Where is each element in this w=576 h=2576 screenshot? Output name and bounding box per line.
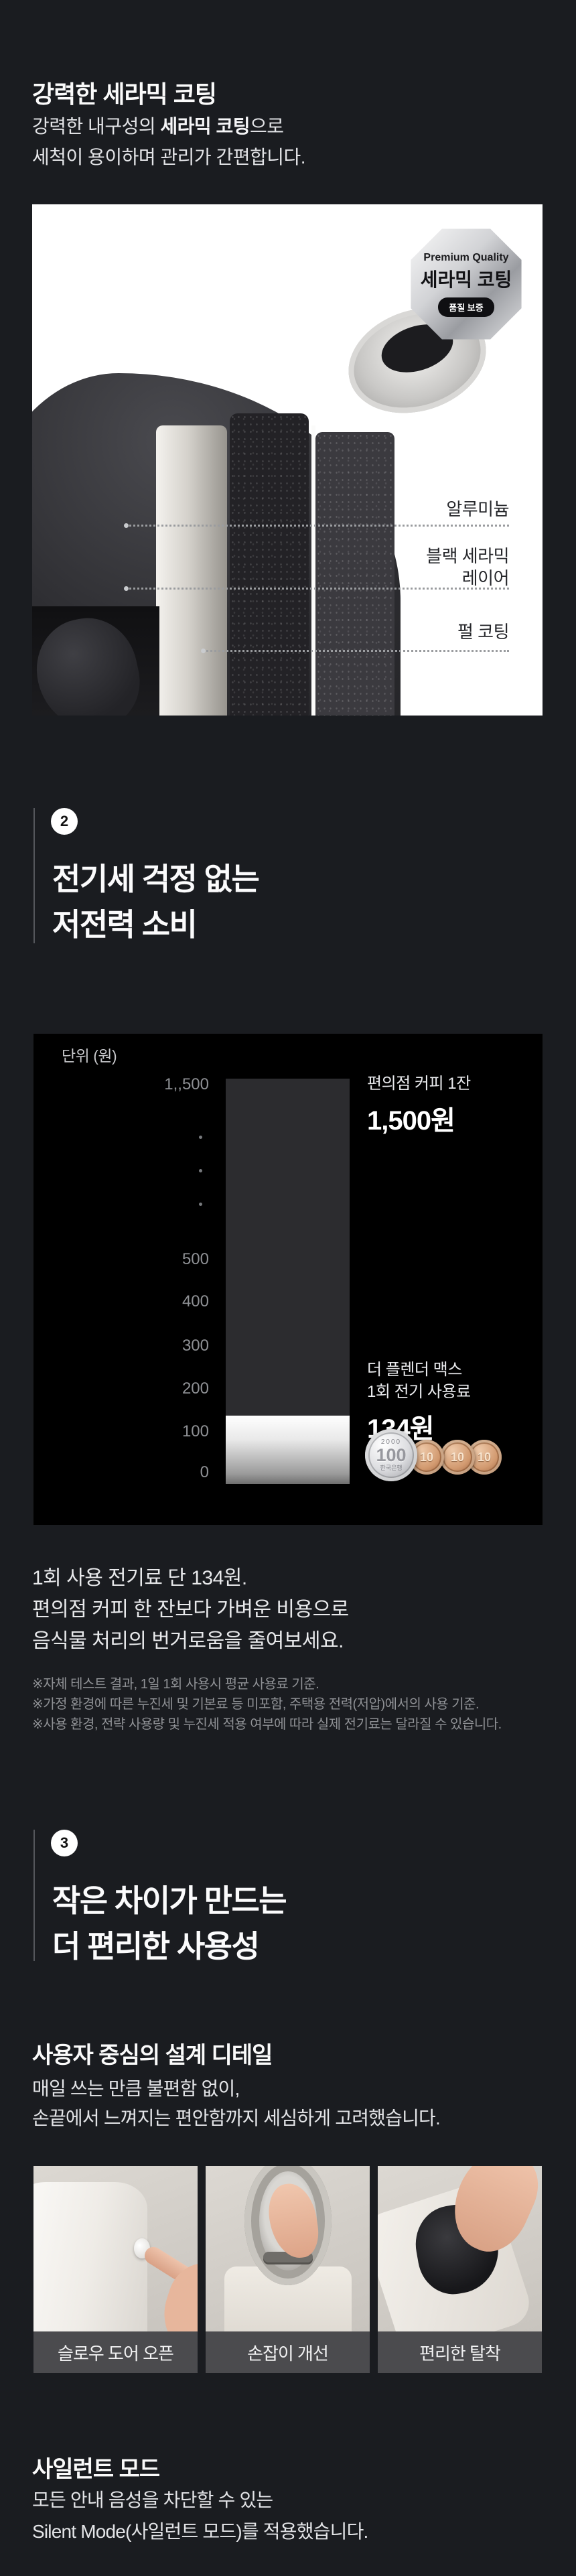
feature-tile: 손잡이 개선	[206, 2166, 370, 2373]
badge-top-label: Premium Quality	[423, 251, 509, 263]
aluminum-layer-shape	[156, 425, 227, 716]
coin-100-won: 2000 100 한국은행	[365, 1429, 417, 1481]
feature-tile-photo	[206, 2166, 370, 2331]
y-axis-tick: 100	[182, 1422, 209, 1440]
design-details-title: 사용자 중심의 설계 디테일	[32, 2043, 273, 2068]
footnote-line: ※자체 테스트 결과, 1일 1회 사용시 평균 사용료 기준.	[32, 1677, 319, 1692]
feature-tile-photo	[33, 2166, 198, 2331]
silent-mode-title: 사일런트 모드	[32, 2457, 160, 2482]
section2-number-badge: 2	[51, 808, 78, 835]
feature-tile-caption: 편리한 탈착	[378, 2331, 542, 2373]
section3-title-line2: 더 편리한 사용성	[52, 1929, 260, 1964]
chart-unit-label: 단위 (원)	[62, 1047, 117, 1065]
layer-label: 블랙 세라믹 레이어	[426, 545, 509, 590]
section3-title: 작은 차이가 만드는 더 편리한 사용성	[52, 1878, 287, 1969]
section2-title-line1: 전기세 걱정 없는	[52, 862, 260, 896]
layer-label: 펄 코팅	[457, 621, 509, 643]
appliance-body-shape	[33, 2182, 147, 2331]
coin-bottom-text: 한국은행	[380, 1464, 403, 1471]
badge-quality-pill: 품질 보증	[438, 297, 494, 317]
layer-label-line: 알루미늄	[446, 499, 509, 519]
leader-dot	[124, 586, 129, 591]
y-axis-tick: 300	[182, 1337, 209, 1355]
layer-label-line: 펄 코팅	[457, 622, 509, 642]
electricity-cost-segment	[226, 1416, 350, 1484]
coffee-price-annotation: 편의점 커피 1잔 1,500원	[367, 1073, 471, 1138]
footnote-line: ※가정 환경에 따른 누진세 및 기본료 등 미포함, 주택용 전력(저압)에서…	[32, 1697, 480, 1712]
leader-dot	[124, 523, 129, 528]
feature-tile: 슬로우 도어 오픈	[33, 2166, 198, 2373]
axis-break-dot	[199, 1136, 202, 1139]
layer-label-line: 블랙 세라믹	[426, 546, 509, 566]
layer-leader-line	[124, 523, 509, 528]
leader-dot	[201, 649, 206, 653]
y-axis-tick: 400	[182, 1292, 209, 1310]
coin-year-text: 2000	[380, 1438, 402, 1446]
axis-break-dot	[199, 1169, 202, 1172]
electricity-annotation-label: 더 플렌더 맥스 1회 전기 사용료	[367, 1361, 471, 1401]
design-details-body-line: 매일 쓰는 만큼 불편함 없이,	[32, 2078, 240, 2099]
y-axis-tick: 1,,500	[164, 1075, 209, 1093]
section3-number-badge: 3	[51, 1830, 78, 1856]
section2-accent-line	[33, 808, 35, 943]
y-axis-tick: 200	[182, 1379, 209, 1398]
feature-tile-caption: 손잡이 개선	[206, 2331, 370, 2373]
coin-denomination-text: 10	[419, 1450, 434, 1464]
layer-highlight-shape	[311, 425, 315, 716]
black-ceramic-layer-shape	[230, 413, 309, 716]
section1-body-line1: 강력한 내구성의 세라믹 코팅으로	[32, 116, 284, 137]
coin-illustrations: 2000 100 한국은행 10 10 10	[365, 1429, 543, 1486]
badge-main-label: 세라믹 코팅	[420, 269, 512, 290]
y-axis-tick: 500	[182, 1250, 209, 1268]
layer-leader-line	[124, 586, 509, 591]
coin-10-won: 10	[440, 1440, 475, 1475]
coffee-annotation-label: 편의점 커피 1잔	[367, 1075, 471, 1093]
section2-title: 전기세 걱정 없는 저전력 소비	[52, 856, 260, 947]
feature-tile: 편리한 탈착	[378, 2166, 542, 2373]
layer-leader-line	[201, 649, 509, 653]
footnote-line: ※사용 환경, 전략 사용량 및 누진세 적용 여부에 따라 실제 전기료는 달…	[32, 1717, 502, 1732]
section3-title-line1: 작은 차이가 만드는	[52, 1883, 287, 1918]
section2-body-line: 1회 사용 전기료 단 134원.	[32, 1567, 247, 1589]
layer-label: 알루미늄	[446, 498, 509, 521]
coffee-annotation-value: 1,500원	[367, 1106, 455, 1136]
coin-denomination-text: 10	[450, 1450, 465, 1464]
cost-comparison-bar	[226, 1079, 350, 1484]
electricity-cost-chart: 단위 (원) 1,,500 500 400 300 200 100 0 편의점 커피 1잔 …	[33, 1034, 543, 1525]
design-details-body: 매일 쓰는 만큼 불편함 없이, 손끝에서 느껴지는 편안함까지 세심하게 고려했…	[32, 2074, 441, 2133]
section3-accent-line	[33, 1830, 35, 1961]
coin-denomination-text: 10	[477, 1450, 492, 1464]
section2-body-line: 음식물 처리의 번거로움을 줄여보세요.	[32, 1630, 344, 1652]
coin-denomination-text: 100	[376, 1445, 407, 1466]
section1-title: 강력한 세라믹 코팅	[32, 80, 217, 108]
axis-break-dot	[199, 1203, 202, 1206]
section1-body-line2: 세척이 용이하며 관리가 간편합니다.	[32, 147, 306, 167]
feature-tile-caption: 슬로우 도어 오픈	[33, 2331, 198, 2373]
silent-mode-body-line: Silent Mode(사일런트 모드)를 적용했습니다.	[32, 2521, 368, 2542]
section2-title-line2: 저전력 소비	[52, 907, 198, 942]
feature-tile-photo	[378, 2166, 542, 2331]
silent-mode-body: 모든 안내 음성을 차단할 수 있는 Silent Mode(사일런트 모드)를 …	[32, 2484, 368, 2547]
design-details-body-line: 손끝에서 느껴지는 편안함까지 세심하게 고려했습니다.	[32, 2108, 441, 2128]
y-axis-tick: 0	[200, 1463, 209, 1481]
section1-body: 강력한 내구성의 세라믹 코팅으로 세척이 용이하며 관리가 간편합니다.	[32, 111, 306, 173]
silent-mode-body-line: 모든 안내 음성을 차단할 수 있는	[32, 2490, 273, 2510]
layer-label-line: 레이어	[461, 568, 510, 588]
section2-body-line: 편의점 커피 한 잔보다 가벼운 비용으로	[32, 1599, 349, 1621]
pearl-coating-layer-shape	[315, 432, 394, 716]
premium-quality-badge: Premium Quality 세라믹 코팅 품질 보증	[411, 228, 522, 340]
section2-footnotes: ※자체 테스트 결과, 1일 1회 사용시 평균 사용료 기준. ※가정 환경에 …	[32, 1674, 502, 1735]
